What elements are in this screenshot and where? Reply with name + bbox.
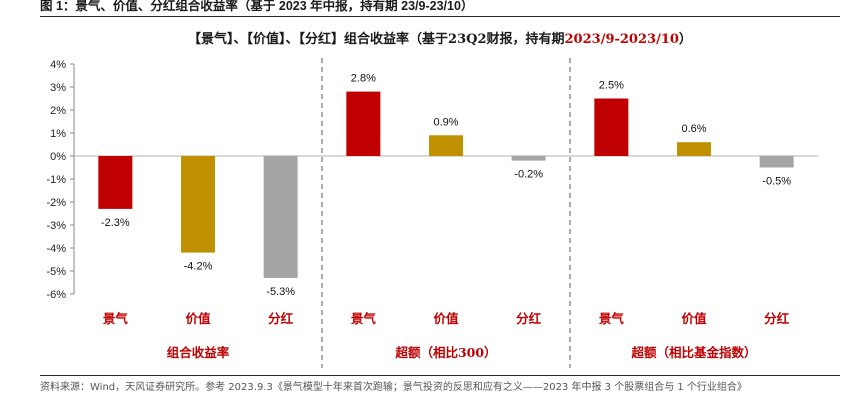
chart-title-period: 2023/9-2023/10: [564, 32, 679, 47]
data-label: 2.5%: [599, 80, 624, 92]
figure-title-divider: [40, 16, 840, 17]
bar: [759, 156, 794, 168]
y-tick-label: -3%: [46, 220, 66, 232]
y-tick-label: 2%: [50, 105, 66, 117]
data-label: 2.8%: [351, 73, 376, 85]
data-label: 0.6%: [681, 123, 706, 135]
category-label: 价值: [433, 311, 459, 326]
bar: [677, 142, 711, 156]
chart-title-close: ）: [678, 32, 692, 47]
data-label: 0.9%: [433, 116, 458, 128]
bar: [346, 91, 381, 156]
y-tick-label: 3%: [50, 82, 66, 94]
data-label: -0.5%: [762, 176, 791, 188]
bar: [594, 98, 629, 156]
category-label: 分红: [764, 311, 790, 326]
chart-title-main: 【景气】、【价值】、【分红】组合收益率（基于23Q2财报，持有期: [188, 32, 565, 47]
bar: [181, 156, 215, 253]
bar: [263, 156, 298, 278]
data-label: -4.2%: [184, 261, 213, 273]
y-tick-label: 1%: [50, 128, 66, 140]
y-tick-label: -2%: [46, 197, 66, 209]
group-label: 超额（相比基金指数）: [630, 345, 756, 360]
y-tick-label: -6%: [46, 289, 66, 301]
category-label: 价值: [185, 311, 211, 326]
bar: [429, 135, 463, 156]
y-tick-label: -1%: [46, 174, 66, 186]
source-divider: [40, 375, 840, 376]
figure-title: 图 1：景气、价值、分红组合收益率（基于 2023 年中报，持有期 23/9-2…: [40, 0, 474, 13]
chart-title: 【景气】、【价值】、【分红】组合收益率（基于23Q2财报，持有期2023/9-2…: [40, 28, 840, 47]
group-label: 超额（相比300）: [394, 345, 496, 360]
bar: [511, 156, 546, 161]
y-tick-label: -5%: [46, 266, 66, 278]
group-label: 组合收益率: [167, 345, 230, 360]
data-label: -5.3%: [266, 286, 295, 298]
y-tick-label: 0%: [50, 151, 66, 163]
y-tick-label: -4%: [46, 243, 66, 255]
source-note: 资料来源：Wind，天风证券研究所。参考 2023.9.3《景气模型十年来首次跑…: [40, 382, 747, 392]
data-label: -0.2%: [514, 169, 543, 181]
data-label: -2.3%: [101, 217, 130, 229]
category-label: 景气: [599, 311, 625, 326]
category-label: 分红: [516, 311, 542, 326]
category-label: 景气: [351, 311, 377, 326]
category-label: 价值: [681, 311, 707, 326]
bar: [98, 156, 133, 209]
y-tick-label: 4%: [50, 59, 66, 71]
category-label: 分红: [268, 311, 294, 326]
category-label: 景气: [103, 311, 129, 326]
